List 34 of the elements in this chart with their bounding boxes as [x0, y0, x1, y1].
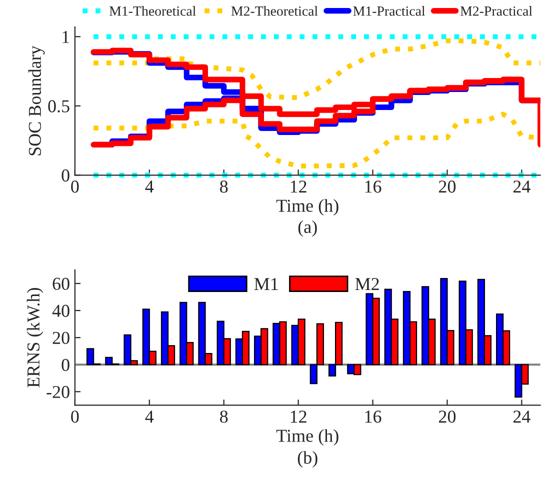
text: (a) [298, 220, 317, 237]
y-axis-title: SOC Boundary [28, 46, 45, 156]
x-tick-label: 4 [145, 410, 154, 423]
x-axis-title: Time (h) [276, 199, 338, 216]
y-tick-label: 0.5 [48, 100, 70, 112]
x-tick-label: 8 [220, 180, 228, 193]
y-tick-label: 20 [52, 332, 70, 344]
x-tick-label: 24 [513, 180, 530, 193]
y-tick-label: 1 [62, 30, 69, 43]
x-tick-label: 12 [290, 410, 306, 423]
legend-label: M2 [355, 278, 379, 290]
y-tick-label: 60 [52, 278, 70, 290]
legend-label: M1 [254, 278, 278, 290]
x-tick-label: 24 [513, 410, 530, 423]
legend-label: M1-Practical [353, 6, 426, 16]
x-tick-label: 4 [145, 180, 154, 193]
legend-label: M2-Theoretical [231, 6, 318, 16]
x-axis-title: Time (h) [276, 429, 338, 446]
y-tick-label: 40 [52, 304, 70, 317]
y-tick-label: 0 [62, 358, 70, 372]
legend-label: M2-Practical [460, 6, 532, 16]
x-tick-label: 0 [71, 180, 79, 193]
x-tick-label: 16 [365, 410, 382, 423]
x-tick-label: 12 [290, 180, 306, 193]
x-tick-label: 20 [438, 180, 456, 193]
y-axis-title: ERNS (kW.h) [26, 288, 44, 388]
legend-label: M1-Theoretical [109, 6, 196, 16]
y-tick-label: 0 [62, 169, 70, 182]
y-tick-label: -20 [46, 386, 70, 398]
text: (b) [298, 451, 318, 468]
x-tick-label: 16 [365, 180, 382, 193]
x-tick-label: 20 [438, 410, 456, 423]
x-tick-label: 8 [220, 410, 228, 423]
x-tick-label: 0 [71, 410, 79, 423]
